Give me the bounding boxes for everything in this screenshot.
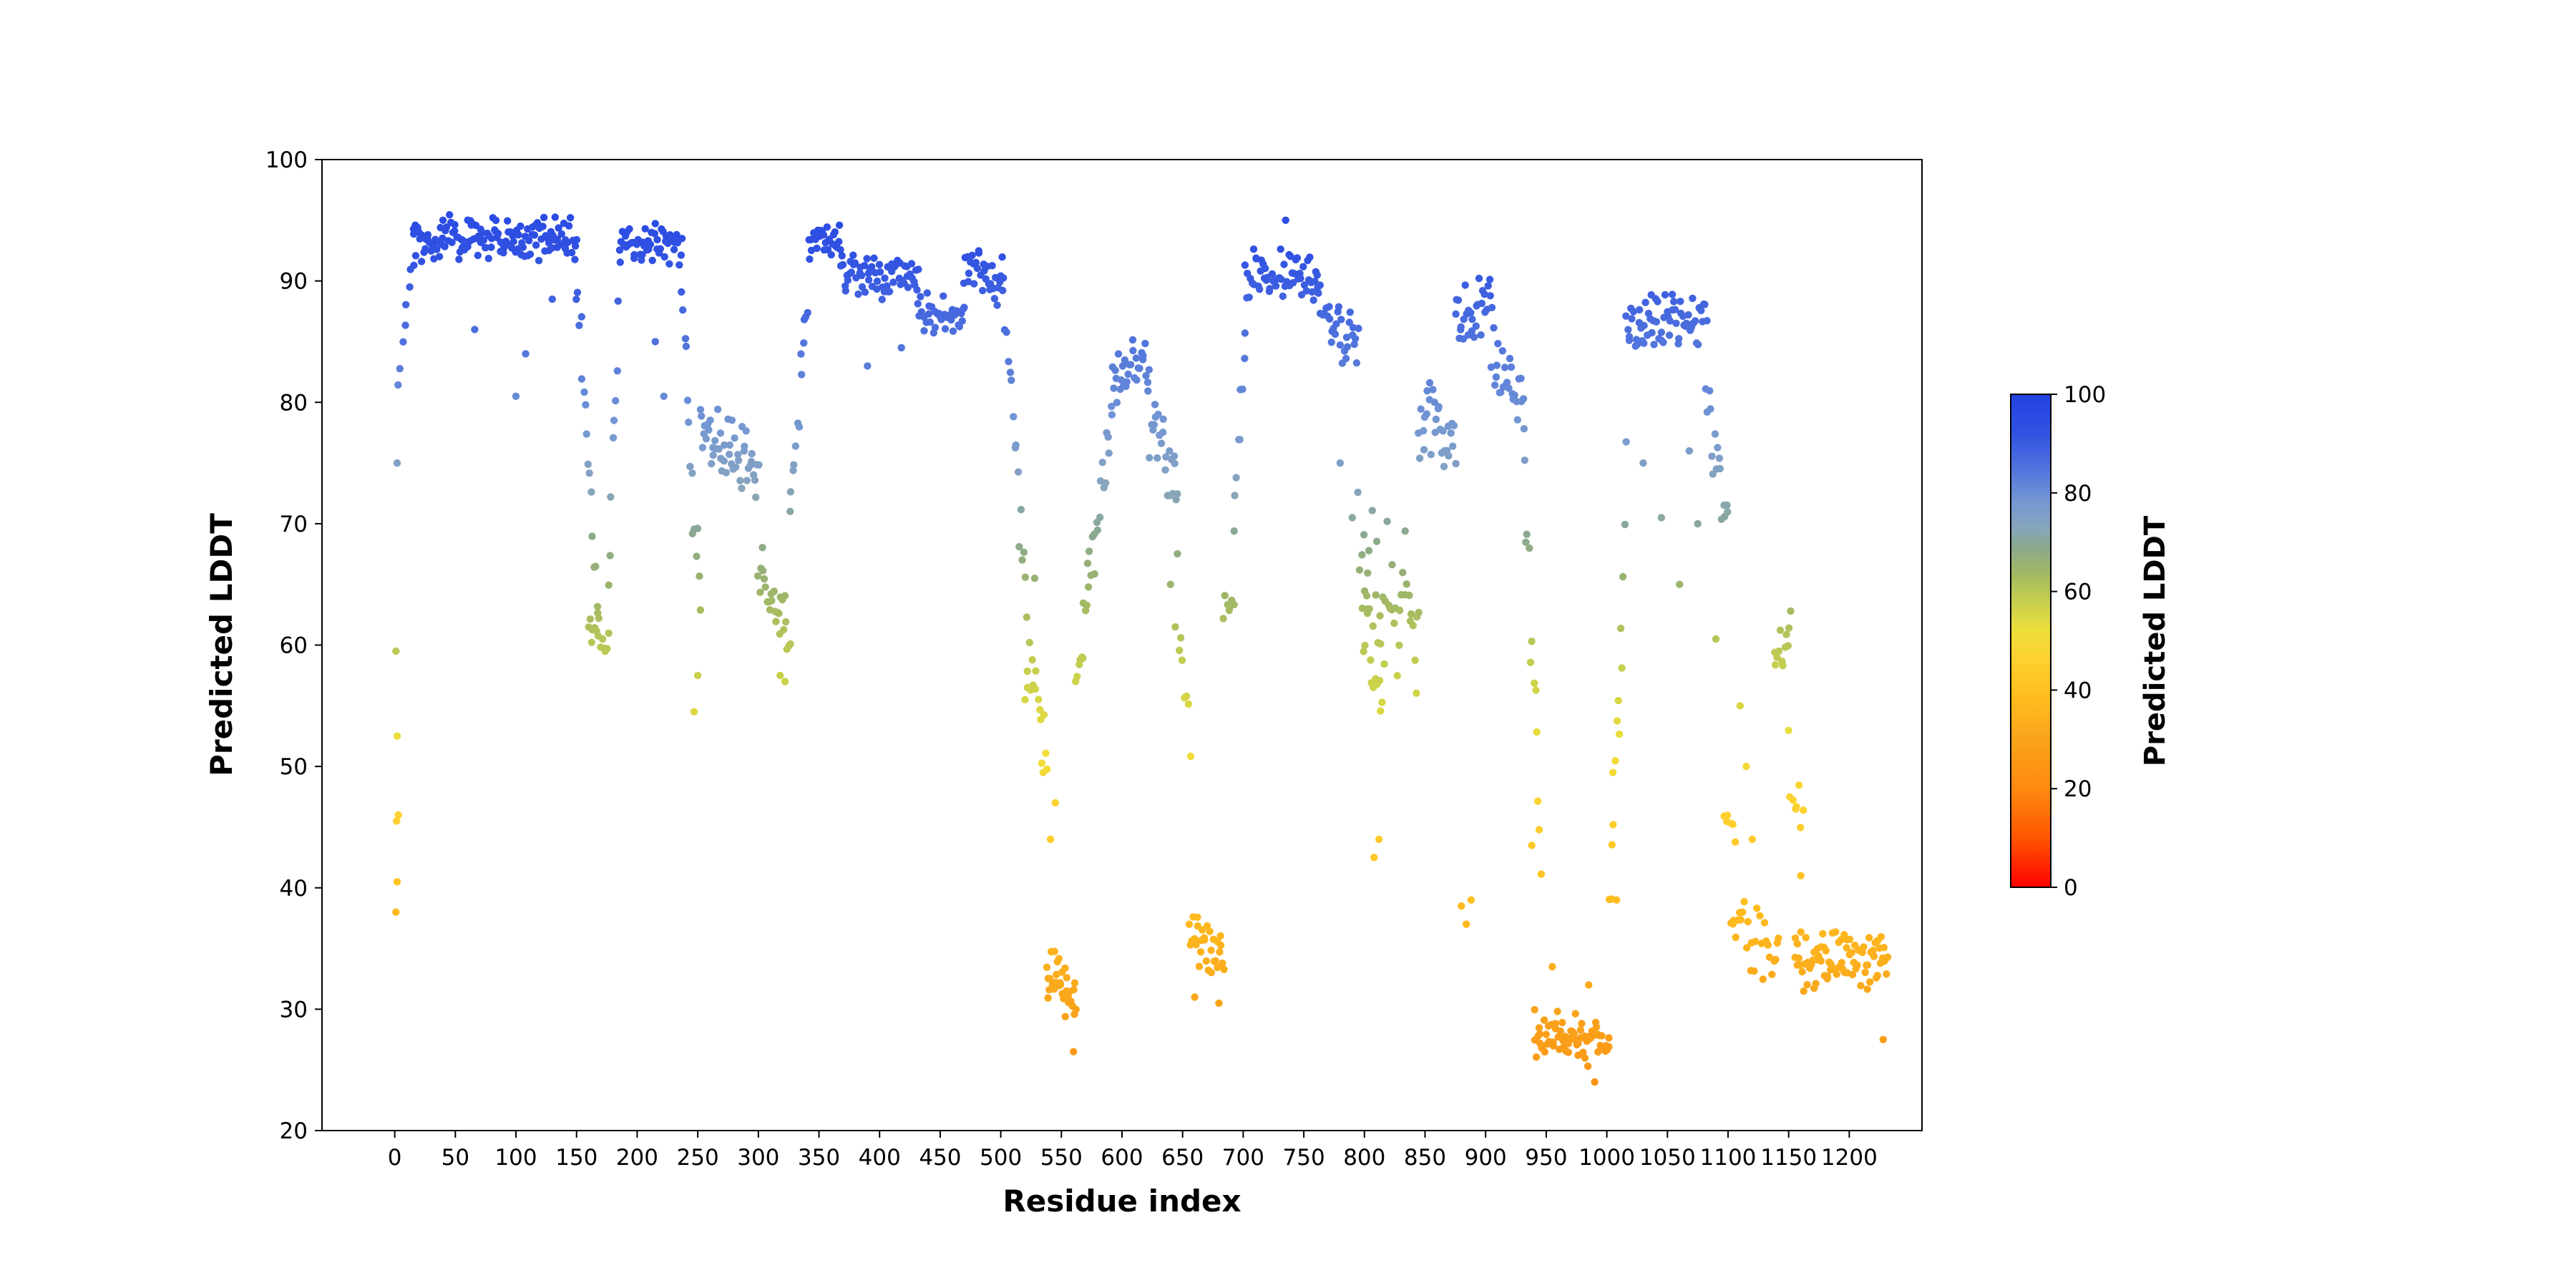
svg-text:30: 30 [280,997,308,1023]
svg-text:150: 150 [555,1145,597,1171]
svg-text:1150: 1150 [1760,1145,1817,1171]
svg-text:1050: 1050 [1639,1145,1696,1171]
svg-text:80: 80 [280,390,308,416]
svg-text:20: 20 [2064,776,2092,802]
svg-text:60: 60 [280,633,308,659]
svg-text:900: 900 [1465,1145,1507,1171]
svg-text:250: 250 [677,1145,719,1171]
svg-text:200: 200 [616,1145,658,1171]
svg-text:1200: 1200 [1821,1145,1878,1171]
svg-text:0: 0 [2064,875,2078,901]
svg-text:0: 0 [388,1145,402,1171]
svg-text:70: 70 [280,512,308,537]
svg-text:300: 300 [737,1145,779,1171]
svg-text:850: 850 [1404,1145,1446,1171]
svg-text:100: 100 [494,1145,537,1171]
svg-text:80: 80 [2064,481,2092,507]
svg-text:950: 950 [1525,1145,1567,1171]
svg-text:100: 100 [265,147,308,173]
svg-text:400: 400 [859,1145,901,1171]
svg-text:100: 100 [2064,382,2106,408]
svg-text:1100: 1100 [1700,1145,1757,1171]
svg-text:500: 500 [980,1145,1022,1171]
svg-text:450: 450 [919,1145,961,1171]
svg-text:550: 550 [1040,1145,1083,1171]
plot-frame [321,159,1923,1131]
svg-text:40: 40 [2064,678,2092,703]
svg-text:50: 50 [280,754,308,780]
svg-text:90: 90 [280,269,308,295]
svg-text:750: 750 [1283,1145,1325,1171]
y-axis-ticks: 20 30 40 50 60 70 80 90 100 [265,147,322,1144]
svg-text:650: 650 [1161,1145,1204,1171]
scatter-points [392,211,1892,1086]
colorbar: 0 20 40 60 80 100 [2010,382,2106,901]
svg-text:800: 800 [1343,1145,1385,1171]
svg-text:600: 600 [1101,1145,1143,1171]
x-axis-ticks: 0 50 100 150 200 250 300 350 400 450 500 550 600 650 7… [388,1131,1878,1171]
svg-text:50: 50 [441,1145,469,1171]
svg-text:350: 350 [798,1145,840,1171]
svg-text:40: 40 [280,876,308,902]
svg-text:700: 700 [1222,1145,1264,1171]
svg-text:60: 60 [2064,580,2092,605]
svg-text:1000: 1000 [1579,1145,1635,1171]
svg-text:20: 20 [280,1118,308,1144]
